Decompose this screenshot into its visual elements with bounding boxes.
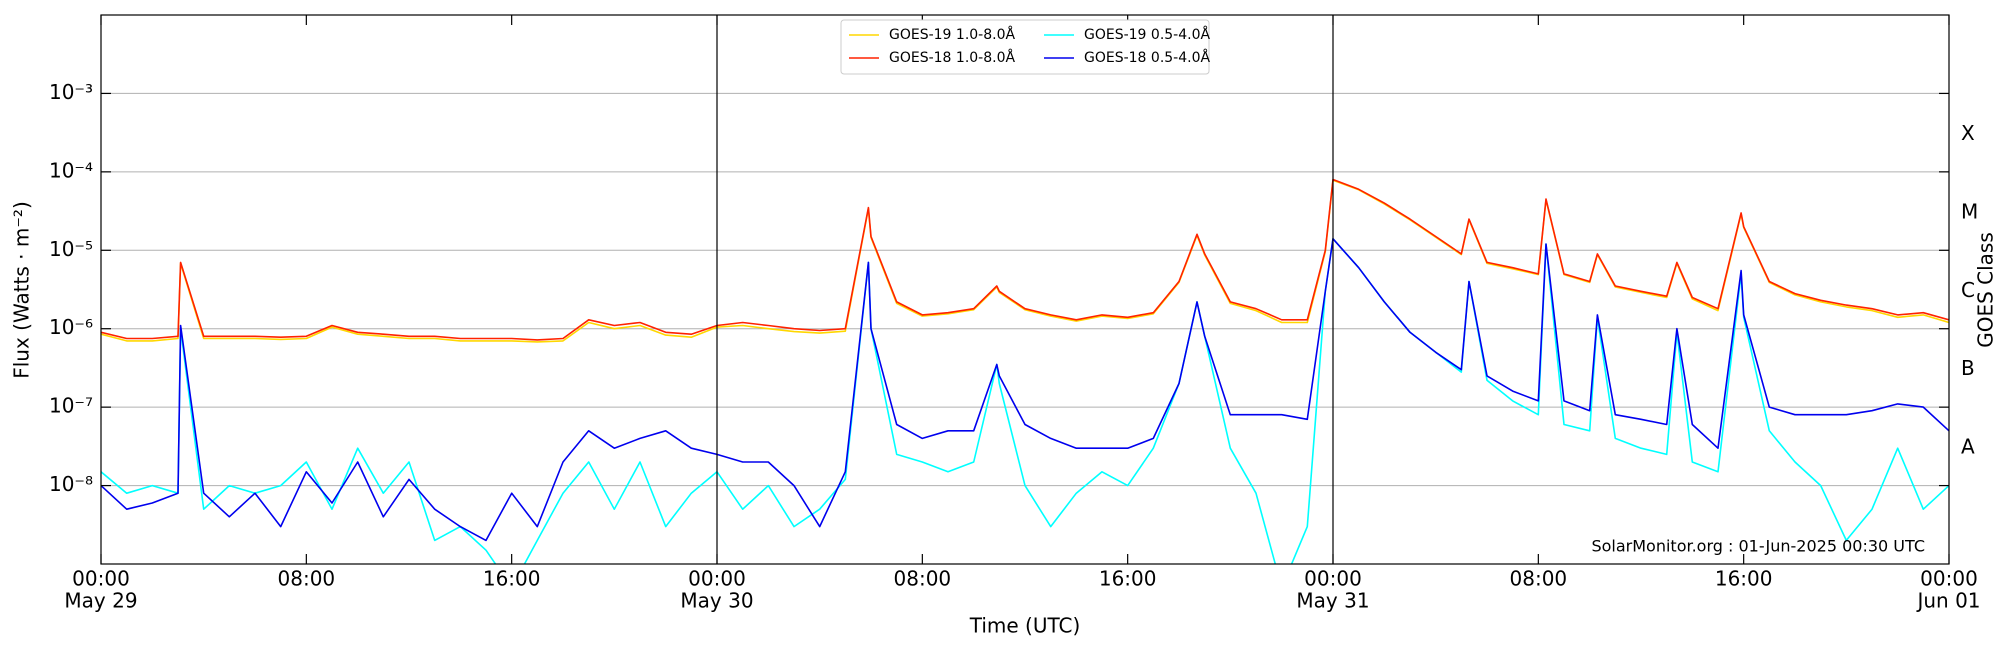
series-line <box>101 238 1949 564</box>
y2-tick-label: X <box>1961 121 1975 145</box>
x-tick-label: 00:00 <box>72 567 130 591</box>
y2-tick-label: C <box>1961 278 1975 302</box>
series-line <box>101 178 1949 341</box>
x-tick-label: 16:00 <box>483 567 541 591</box>
x-date-label: Jun 01 <box>1915 589 1980 613</box>
plot-lines <box>101 178 1949 564</box>
legend-label: GOES-18 0.5-4.0Å <box>1084 49 1210 66</box>
y-tick-label: 10⁻³ <box>49 80 93 104</box>
x-tick-label: 00:00 <box>1920 567 1978 591</box>
x-date-label: May 30 <box>680 589 753 613</box>
y-tick-label: 10⁻⁸ <box>49 472 93 496</box>
x-tick-label: 16:00 <box>1715 567 1773 591</box>
legend-label: GOES-19 1.0-8.0Å <box>889 26 1015 43</box>
x-date-label: May 31 <box>1296 589 1369 613</box>
legend-label: GOES-18 1.0-8.0Å <box>889 49 1015 66</box>
y-axis-label: Flux (Watts · m⁻²) <box>10 201 34 379</box>
y2-tick-label: B <box>1961 356 1975 380</box>
series-line <box>101 238 1949 542</box>
annotation: SolarMonitor.org : 01-Jun-2025 00:30 UTC <box>1591 537 1925 556</box>
x-tick-label: 00:00 <box>1304 567 1362 591</box>
y2-tick-label: M <box>1961 199 1978 223</box>
x-tick-label: 16:00 <box>1099 567 1157 591</box>
x-axis-label: Time (UTC) <box>969 614 1081 638</box>
legend-label: GOES-19 0.5-4.0Å <box>1084 26 1210 43</box>
y-tick-label: 10⁻⁶ <box>49 315 93 339</box>
y-tick-label: 10⁻⁷ <box>49 394 93 418</box>
series-line <box>101 179 1949 343</box>
y-tick-label: 10⁻⁵ <box>49 237 93 261</box>
y-tick-label: 10⁻⁴ <box>49 158 93 182</box>
axes: 10⁻⁸ 10⁻⁷ 10⁻⁶ 10⁻⁵ 10⁻⁴ 10⁻³ A B C M X 00:00 08:00 1… <box>49 14 1981 613</box>
x-tick-label: 08:00 <box>278 567 336 591</box>
x-tick-label: 08:00 <box>894 567 952 591</box>
y2-tick-label: A <box>1961 435 1975 459</box>
y2-axis-label: GOES Class <box>1974 232 1998 348</box>
x-date-label: May 29 <box>64 589 137 613</box>
plot-frame <box>100 14 1950 565</box>
x-tick-label: 00:00 <box>688 567 746 591</box>
legend-box <box>840 19 1210 75</box>
x-tick-label: 08:00 <box>1510 567 1568 591</box>
grid <box>101 92 1949 487</box>
legend: GOES-19 1.0-8.0Å GOES-18 1.0-8.0Å GOES-19 … <box>840 19 1210 75</box>
